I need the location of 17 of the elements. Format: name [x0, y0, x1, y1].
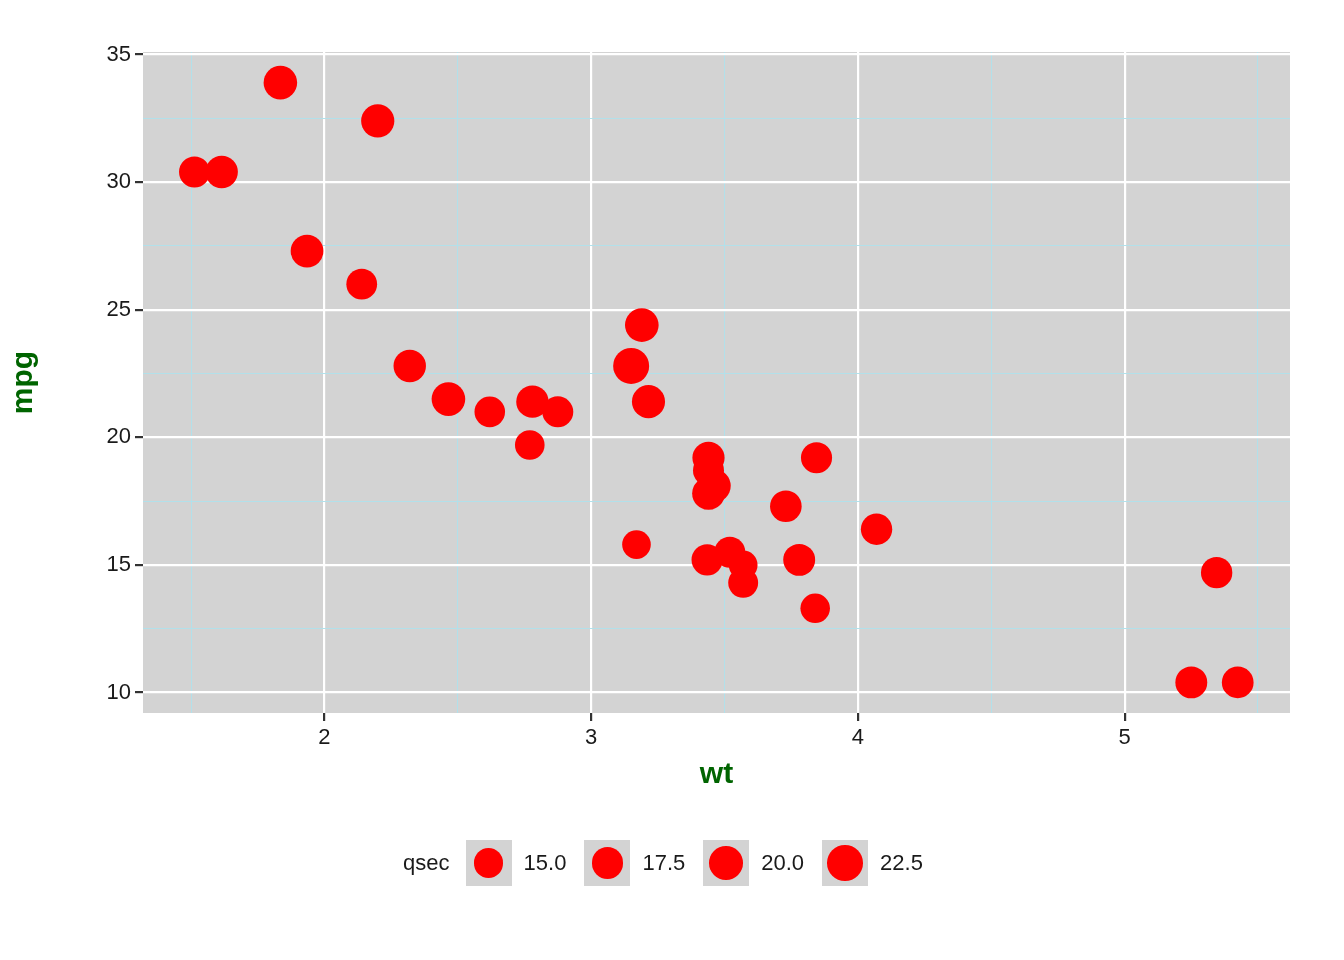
y-tick-label: 25 [106, 295, 131, 321]
y-tick-label: 20 [106, 423, 131, 449]
legend-title: qsec [403, 850, 450, 876]
legend-label: 22.5 [880, 850, 923, 876]
x-tick-label: 4 [851, 724, 864, 750]
legend-label: 15.0 [523, 850, 567, 876]
y-tick-label: 30 [106, 168, 131, 194]
legend-label: 20.0 [761, 850, 805, 876]
legend-label: 17.5 [642, 850, 686, 876]
y-tick-label: 15 [106, 551, 131, 577]
y-tick-label: 10 [106, 678, 131, 704]
x-tick-label: 3 [585, 724, 598, 750]
y-tick-label: 35 [106, 40, 131, 66]
x-axis-title: wt [698, 756, 734, 790]
y-axis-title: mpg [5, 350, 39, 415]
x-tick-label: 2 [318, 724, 331, 750]
x-tick-label: 5 [1118, 724, 1131, 750]
